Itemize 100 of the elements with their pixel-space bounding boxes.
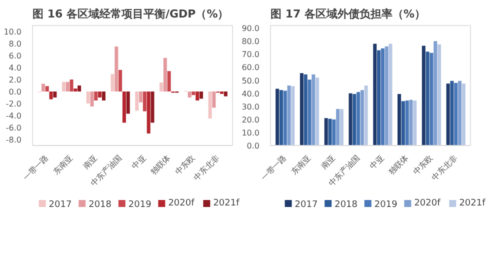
- bar: [94, 92, 98, 100]
- chart-title: 图 17 各区域外债负担率（%）: [270, 8, 426, 20]
- y-tick-label: 40.0: [242, 89, 260, 98]
- bar: [398, 94, 402, 146]
- bar: [114, 46, 118, 92]
- legend-label: 2021f: [213, 198, 240, 208]
- bar: [53, 92, 57, 98]
- bar: [135, 92, 139, 111]
- y-tick-label: 20.0: [242, 115, 260, 124]
- bar: [279, 90, 283, 146]
- bar: [316, 78, 320, 146]
- y-tick-label: 60.0: [242, 63, 260, 72]
- bar: [409, 100, 413, 146]
- bar: [291, 86, 295, 146]
- bar: [336, 108, 340, 146]
- bar: [405, 100, 409, 146]
- x-tick-label: 东南亚: [289, 153, 313, 177]
- x-tick-label: 一带一路: [21, 153, 50, 182]
- y-tick-label: 50.0: [242, 76, 260, 86]
- bar: [167, 71, 171, 92]
- y-tick-label: 2.0: [8, 76, 22, 84]
- bar: [438, 44, 442, 146]
- bar: [139, 92, 143, 102]
- bar: [458, 80, 462, 146]
- y-tick-label: 4.0: [8, 64, 22, 72]
- bar: [208, 92, 212, 118]
- bar: [146, 92, 150, 134]
- bar: [126, 92, 130, 114]
- legend-label: 2018: [334, 200, 358, 210]
- bar: [454, 82, 458, 146]
- x-tick-label: 独联体: [386, 153, 410, 177]
- bar: [276, 88, 280, 146]
- legend-label: 2021f: [459, 198, 486, 208]
- bar: [45, 86, 49, 92]
- y-tick-label: 30.0: [242, 102, 260, 112]
- bar: [422, 46, 426, 146]
- bar: [102, 92, 106, 100]
- legend-label: 2017: [48, 200, 72, 210]
- bar: [446, 84, 450, 146]
- bar: [98, 92, 102, 98]
- bar: [90, 92, 94, 106]
- bar: [450, 80, 454, 146]
- y-tick-label: -4.0: [6, 112, 22, 120]
- bar: [110, 74, 114, 92]
- x-tick-label: 东南亚: [51, 153, 75, 177]
- bar: [413, 100, 417, 146]
- bar: [74, 88, 78, 92]
- x-tick-label: 中亚: [130, 153, 148, 171]
- bar: [142, 92, 146, 112]
- bar: [348, 93, 352, 146]
- bar: [340, 108, 344, 146]
- x-tick-label: 独联体: [148, 153, 172, 177]
- bar: [122, 92, 126, 123]
- bar: [118, 70, 122, 92]
- bar: [373, 44, 377, 146]
- bar: [49, 92, 53, 100]
- bar: [78, 86, 82, 92]
- y-tick-label: 0.0: [246, 142, 260, 150]
- legend-label: 2018: [88, 200, 112, 210]
- x-tick-label: 南亚: [81, 153, 100, 171]
- bar: [377, 50, 381, 146]
- y-tick-label: 70.0: [242, 50, 260, 60]
- bar: [287, 86, 291, 146]
- bar: [364, 86, 368, 146]
- bar: [163, 58, 167, 92]
- y-tick-label: 8.0: [8, 40, 22, 48]
- bar: [401, 101, 405, 146]
- x-tick-label: 中亚: [368, 153, 386, 171]
- legend-label: 2017: [294, 200, 318, 210]
- y-tick-label: 90.0: [242, 24, 260, 34]
- bar: [224, 92, 228, 96]
- bar: [150, 92, 154, 123]
- y-tick-label: 0.0: [8, 88, 22, 96]
- bar: [283, 90, 287, 146]
- bar: [360, 90, 364, 146]
- legend-label: 2019: [128, 200, 152, 210]
- bar: [212, 92, 216, 108]
- bar: [192, 92, 196, 96]
- bar: [426, 52, 430, 146]
- legend-label: 2019: [374, 200, 398, 210]
- chart-title: 图 16 各区域经常项目平衡/GDP（%）: [32, 8, 229, 20]
- legend-label: 2020f: [414, 198, 442, 208]
- bar: [70, 80, 74, 92]
- bar: [462, 84, 466, 146]
- bar: [196, 92, 200, 100]
- bar: [388, 44, 392, 146]
- bar: [356, 92, 360, 146]
- x-tick-label: 一带一路: [259, 153, 288, 182]
- bar: [384, 46, 388, 146]
- y-tick-label: 6.0: [8, 52, 22, 60]
- bar: [86, 92, 90, 104]
- bar: [62, 82, 66, 92]
- bar: [312, 74, 316, 146]
- bar: [430, 52, 434, 146]
- bar: [41, 84, 45, 92]
- bar: [324, 118, 328, 146]
- bar: [188, 92, 192, 98]
- bar: [308, 80, 312, 146]
- x-tick-label: 南亚: [319, 153, 338, 171]
- bar: [332, 119, 336, 146]
